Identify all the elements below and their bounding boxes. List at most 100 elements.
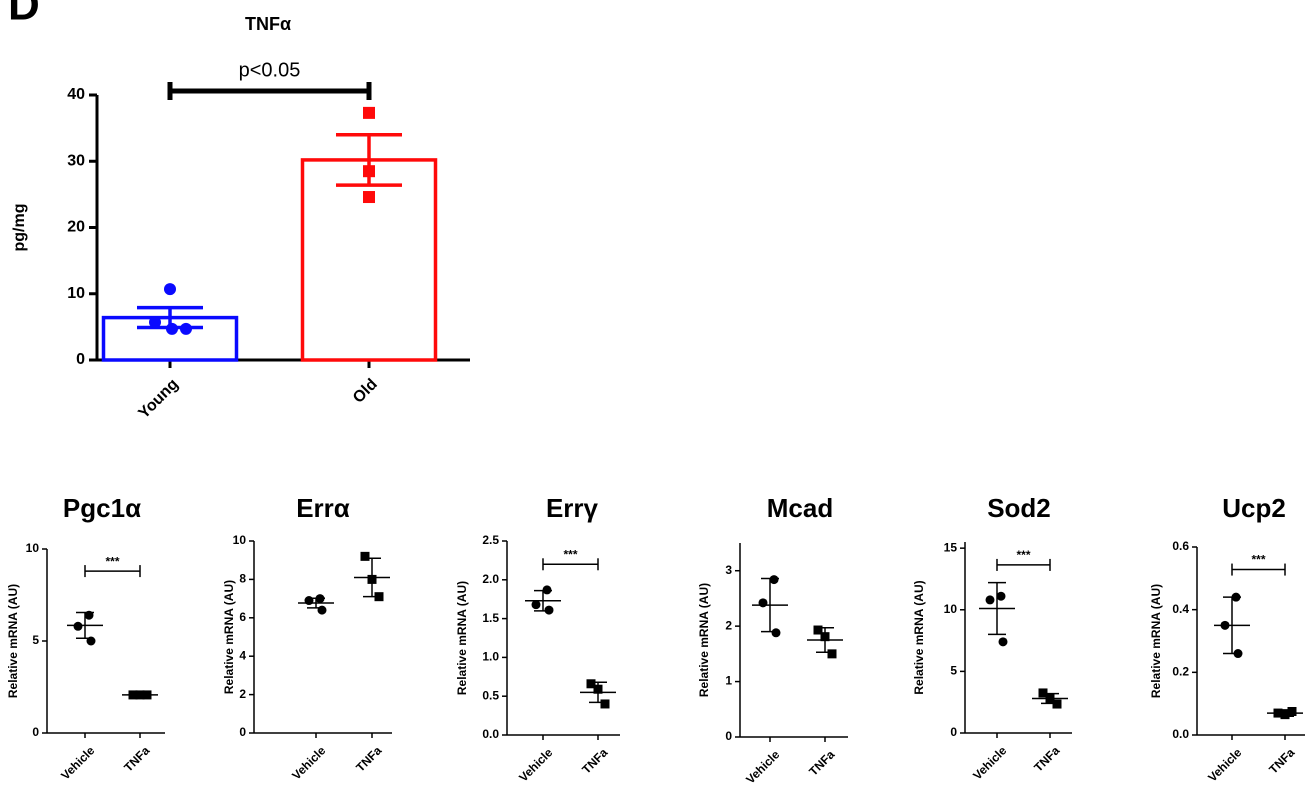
x-tick-label: TNFa (1031, 743, 1062, 774)
data-point (1045, 693, 1055, 703)
chart-title: Mcad (767, 493, 833, 523)
data-point (758, 598, 768, 608)
data-point (586, 679, 596, 689)
y-tick-label: 0.4 (1172, 602, 1189, 616)
data-point (544, 605, 554, 615)
y-tick-label: 0 (76, 351, 85, 368)
data-point (1231, 592, 1241, 602)
data-point (135, 690, 145, 700)
y-axis-label: Relative mRNA (AU) (697, 583, 711, 697)
data-point (166, 322, 178, 335)
data-point (128, 690, 138, 700)
data-point (317, 605, 327, 615)
data-point (1273, 708, 1283, 718)
x-tick-label: TNFa (579, 745, 610, 776)
y-tick-label: 2 (239, 687, 246, 701)
x-tick-label: TNFa (1266, 745, 1297, 776)
data-point (531, 600, 541, 610)
x-tick-label: Vehicle (289, 743, 328, 782)
y-tick-label: 1.0 (482, 650, 499, 664)
y-tick-label: 5 (950, 664, 957, 678)
y-tick-label: 10 (26, 541, 40, 555)
x-tick-label: Vehicle (743, 747, 782, 786)
y-tick-label: 0.0 (1172, 727, 1189, 741)
data-point (374, 592, 384, 602)
chart-title: Pgc1α (63, 493, 141, 523)
data-point (996, 591, 1006, 601)
y-tick-label: 0 (239, 725, 246, 739)
y-axis-label: Relative mRNA (AU) (455, 581, 469, 695)
data-point (164, 283, 176, 296)
y-tick-label: 1.5 (482, 611, 499, 625)
data-point (769, 575, 779, 585)
panel-label: D (8, 0, 40, 30)
x-tick-label: Vehicle (516, 745, 555, 784)
y-tick-label: 0 (725, 729, 732, 743)
y-tick-label: 2.5 (482, 533, 499, 547)
data-point (360, 551, 370, 561)
chart-title: Ucp2 (1222, 493, 1286, 523)
data-point (367, 574, 377, 584)
data-point (827, 649, 837, 659)
data-point (73, 621, 83, 631)
y-tick-label: 2.0 (482, 572, 499, 586)
data-point (1233, 649, 1243, 659)
data-point (593, 684, 603, 694)
y-tick-label: 4 (239, 648, 246, 662)
y-tick-label: 20 (67, 219, 85, 236)
data-point (1220, 620, 1230, 630)
y-axis-label: Relative mRNA (AU) (222, 580, 236, 694)
x-tick-label: Vehicle (970, 743, 1009, 782)
y-tick-label: 10 (233, 533, 247, 547)
x-tick-label: Vehicle (1205, 745, 1244, 784)
data-point (363, 106, 375, 119)
chart-title: Errγ (546, 493, 599, 523)
data-point (1287, 707, 1297, 716)
y-tick-label: 5 (32, 633, 39, 647)
data-point (315, 594, 325, 604)
y-tick-label: 0.0 (482, 727, 499, 741)
data-point (985, 595, 995, 605)
x-tick-label: Vehicle (58, 743, 97, 782)
significance-label: p<0.05 (239, 59, 301, 81)
data-point (363, 191, 375, 204)
data-point (84, 610, 94, 620)
significance-label: *** (105, 554, 119, 568)
data-point (363, 165, 375, 178)
significance-label: *** (563, 547, 577, 561)
data-point (304, 596, 314, 606)
y-tick-label: 2 (725, 618, 732, 632)
data-point (142, 690, 152, 700)
y-tick-label: 0 (32, 725, 39, 739)
data-point (86, 636, 96, 646)
data-point (180, 322, 192, 335)
data-point (149, 316, 161, 329)
y-tick-label: 10 (67, 285, 85, 302)
chart-title: TNFα (245, 14, 291, 34)
x-tick-label: TNFa (121, 743, 152, 774)
data-point (813, 625, 823, 635)
chart-title: Errα (296, 493, 350, 523)
data-point (1280, 710, 1290, 720)
data-point (600, 699, 610, 709)
significance-label: *** (1016, 548, 1030, 562)
y-tick-label: 8 (239, 572, 246, 586)
y-tick-label: 0.6 (1172, 539, 1189, 553)
y-axis-label: Relative mRNA (AU) (6, 584, 20, 698)
y-tick-label: 15 (944, 540, 958, 554)
bar (300, 158, 438, 362)
data-point (771, 628, 781, 638)
y-tick-label: 0.5 (482, 688, 499, 702)
y-axis-label: pg/mg (11, 204, 28, 252)
data-point (820, 632, 830, 642)
significance-label: *** (1251, 553, 1265, 567)
chart-title: Sod2 (987, 493, 1051, 523)
y-tick-label: 6 (239, 610, 246, 624)
y-tick-label: 0.2 (1172, 665, 1189, 679)
y-tick-label: 1 (725, 674, 732, 688)
data-point (1052, 699, 1062, 709)
x-tick-label: TNFa (806, 747, 837, 778)
x-tick-label: Young (135, 376, 181, 422)
